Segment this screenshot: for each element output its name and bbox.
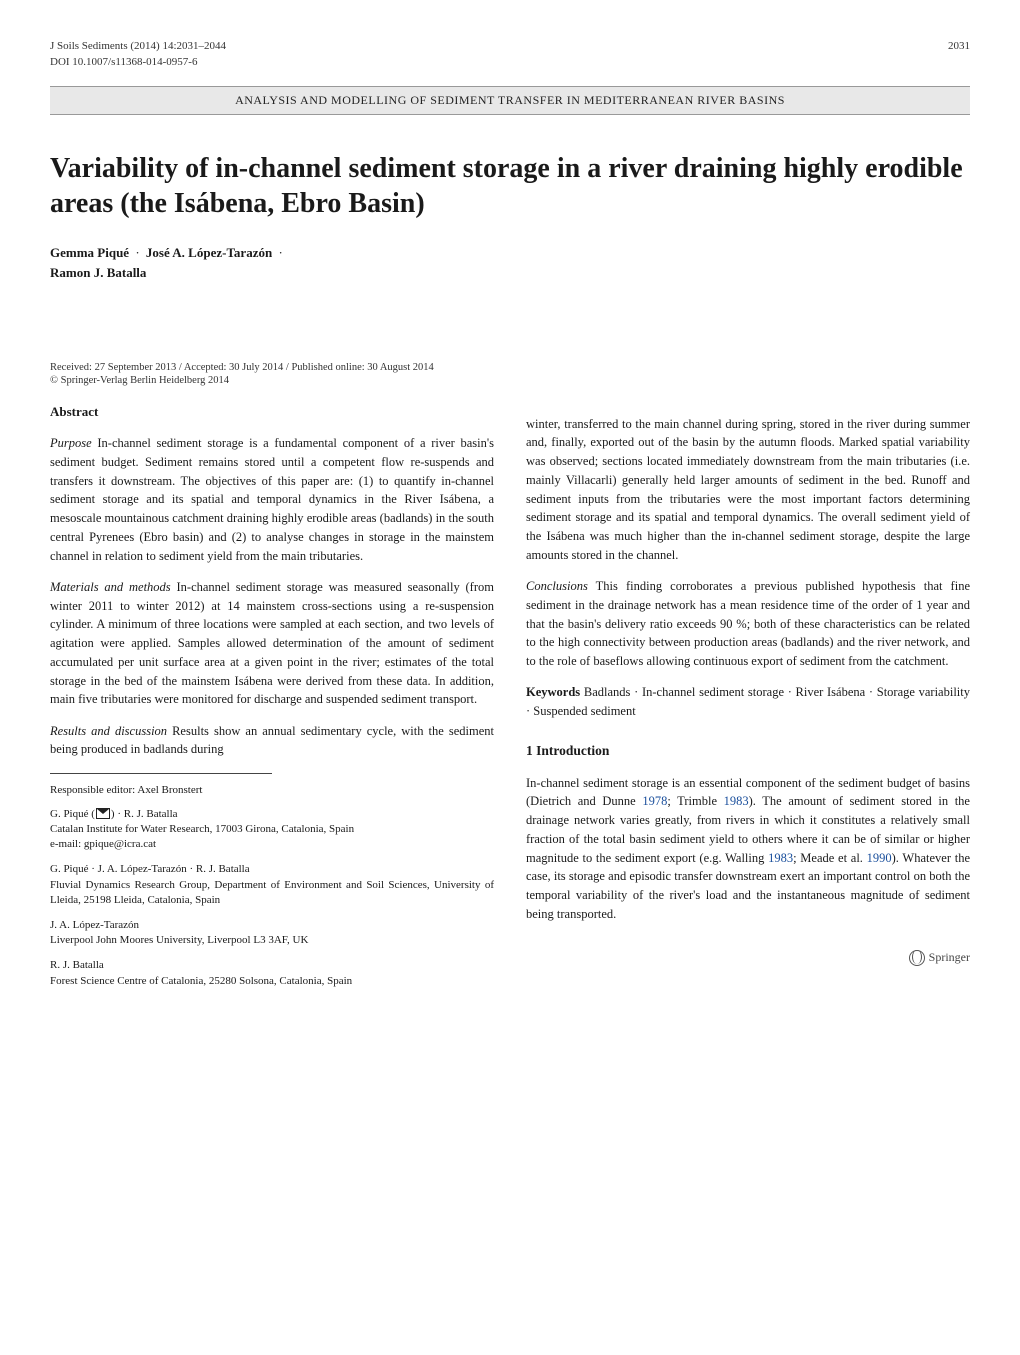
left-column: Abstract Purpose In-channel sediment sto… bbox=[50, 402, 494, 999]
purpose-label: Purpose bbox=[50, 436, 92, 450]
intro-paragraph-1: In-channel sediment storage is an essent… bbox=[526, 774, 970, 924]
methods-label: Materials and methods bbox=[50, 580, 171, 594]
affil-1-addr: Catalan Institute for Water Research, 17… bbox=[50, 822, 494, 837]
running-head: J Soils Sediments (2014) 14:2031–2044 20… bbox=[50, 40, 970, 52]
methods-text: In-channel sediment storage was measured… bbox=[50, 580, 494, 707]
affiliation-4: R. J. Batalla Forest Science Centre of C… bbox=[50, 958, 494, 989]
section-banner: ANALYSIS AND MODELLING OF SEDIMENT TRANS… bbox=[50, 86, 970, 115]
results-label: Results and discussion bbox=[50, 724, 167, 738]
springer-logo-icon bbox=[909, 950, 925, 966]
author-2: José A. López-Tarazón bbox=[146, 245, 272, 260]
copyright-line: © Springer-Verlag Berlin Heidelberg 2014 bbox=[50, 375, 970, 386]
keywords-text: Badlands · In-channel sediment storage ·… bbox=[526, 685, 970, 718]
abstract-results-left: Results and discussion Results show an a… bbox=[50, 722, 494, 760]
author-sep: · bbox=[135, 245, 139, 260]
abstract-methods: Materials and methods In-channel sedimen… bbox=[50, 578, 494, 709]
two-column-body: Abstract Purpose In-channel sediment sto… bbox=[50, 402, 970, 999]
affil-1-names: G. Piqué () · R. J. Batalla bbox=[50, 807, 494, 822]
keywords-label: Keywords bbox=[526, 685, 580, 699]
abstract-heading: Abstract bbox=[50, 402, 494, 422]
right-column: winter, transferred to the main channel … bbox=[526, 402, 970, 999]
author-1: Gemma Piqué bbox=[50, 245, 129, 260]
keywords-block: Keywords Badlands · In-channel sediment … bbox=[526, 683, 970, 721]
publisher-text: Springer bbox=[929, 950, 970, 964]
affiliation-3: J. A. López-Tarazón Liverpool John Moore… bbox=[50, 918, 494, 949]
affiliation-2: G. Piqué · J. A. López-Tarazón · R. J. B… bbox=[50, 862, 494, 908]
author-sep: · bbox=[278, 245, 282, 260]
doi-line: DOI 10.1007/s11368-014-0957-6 bbox=[50, 56, 970, 68]
footnote-rule bbox=[50, 773, 272, 774]
responsible-editor: Responsible editor: Axel Bronstert bbox=[50, 782, 494, 799]
authors-block: Gemma Piqué · José A. López-Tarazón · Ra… bbox=[50, 243, 970, 282]
affil-2-names: G. Piqué · J. A. López-Tarazón · R. J. B… bbox=[50, 862, 494, 877]
abstract-conclusions: Conclusions This finding corroborates a … bbox=[526, 577, 970, 671]
affil-1-email: e-mail: gpique@icra.cat bbox=[50, 837, 494, 852]
publisher-mark: Springer bbox=[526, 948, 970, 966]
journal-ref: J Soils Sediments (2014) 14:2031–2044 bbox=[50, 40, 226, 52]
citation-year: 1990 bbox=[867, 851, 892, 865]
citation-year: 1978 bbox=[642, 794, 667, 808]
page-number: 2031 bbox=[948, 40, 970, 52]
author-3: Ramon J. Batalla bbox=[50, 265, 146, 280]
affil-3-addr: Liverpool John Moores University, Liverp… bbox=[50, 933, 494, 948]
affil-4-addr: Forest Science Centre of Catalonia, 2528… bbox=[50, 974, 494, 989]
affil-2-addr: Fluvial Dynamics Research Group, Departm… bbox=[50, 878, 494, 908]
mail-icon bbox=[96, 808, 110, 819]
conclusions-label: Conclusions bbox=[526, 579, 588, 593]
paper-title: Variability of in-channel sediment stora… bbox=[50, 151, 970, 221]
citation-year: 1983 bbox=[768, 851, 793, 865]
affiliation-1: G. Piqué () · R. J. Batalla Catalan Inst… bbox=[50, 807, 494, 853]
dates-line: Received: 27 September 2013 / Accepted: … bbox=[50, 362, 970, 373]
intro-heading: 1 Introduction bbox=[526, 741, 970, 761]
abstract-results-right: winter, transferred to the main channel … bbox=[526, 415, 970, 565]
purpose-text: In-channel sediment storage is a fundame… bbox=[50, 436, 494, 563]
affil-3-names: J. A. López-Tarazón bbox=[50, 918, 494, 933]
affil-4-names: R. J. Batalla bbox=[50, 958, 494, 973]
conclusions-text: This finding corroborates a previous pub… bbox=[526, 579, 970, 668]
citation-year: 1983 bbox=[724, 794, 749, 808]
abstract-purpose: Purpose In-channel sediment storage is a… bbox=[50, 434, 494, 565]
